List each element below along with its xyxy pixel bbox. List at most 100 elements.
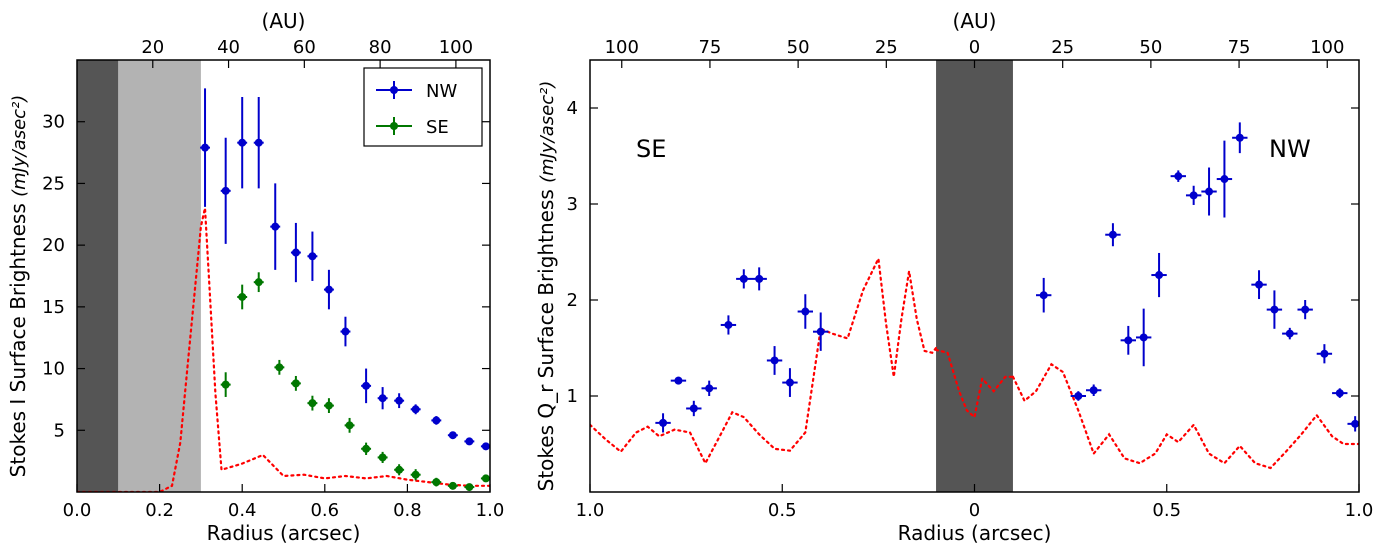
data-point	[689, 404, 698, 413]
data-point	[1205, 187, 1214, 196]
y-axis-label-text: Stokes I Surface Brightness	[6, 197, 30, 477]
data-point	[238, 138, 247, 147]
legend-label: SE	[426, 117, 449, 138]
top-tick-label: 75	[1228, 37, 1251, 58]
shaded-region	[118, 60, 201, 492]
top-tick-label: 100	[605, 37, 639, 58]
data-point	[1089, 386, 1098, 395]
data-point	[785, 378, 794, 387]
data-point	[1074, 392, 1083, 400]
top-tick-label: 50	[1139, 37, 1162, 58]
data-point	[801, 307, 810, 316]
y-tick-label: 25	[42, 173, 65, 194]
data-point	[221, 186, 230, 195]
data-point	[432, 478, 441, 487]
data-point	[275, 363, 284, 372]
legend-box	[363, 67, 483, 147]
data-point	[1155, 271, 1164, 280]
data-point	[324, 285, 333, 294]
data-point	[755, 274, 764, 283]
axes-frame	[76, 59, 491, 493]
data-point	[411, 405, 420, 414]
data-point	[395, 465, 404, 474]
data-point	[1301, 305, 1310, 314]
top-axis-label: (AU)	[953, 9, 997, 33]
top-tick-label: 50	[787, 37, 810, 58]
data-point	[362, 381, 371, 390]
x-tick-label: 0.4	[228, 500, 257, 521]
y-axis-label-text: Stokes Q_r Surface Brightness	[534, 183, 558, 492]
annotation-se: SE	[636, 135, 666, 163]
x-tick-label: 0.5	[1152, 500, 1181, 521]
data-point	[254, 138, 263, 147]
data-point	[1270, 305, 1279, 314]
y-tick-label: 15	[42, 297, 65, 318]
data-point	[362, 444, 371, 453]
legend-label: NW	[426, 81, 457, 102]
data-point	[705, 384, 714, 393]
data-point	[1174, 172, 1183, 181]
data-point	[378, 394, 387, 403]
x-tick-label: 1.0	[476, 500, 505, 521]
x-tick-label: 0.5	[768, 500, 797, 521]
x-axis-label: Radius (arcsec)	[207, 521, 361, 544]
data-point	[465, 483, 474, 492]
data-point	[432, 416, 441, 425]
y-tick-label: 5	[54, 420, 65, 441]
chart-stokes-qr: 1.0 0.5 0 0.5 1.0 1 2 3 4 100 75 50 25 0 25 50 75 100 (AU)…	[534, 9, 1373, 544]
data-point	[221, 380, 230, 389]
top-tick-label: 25	[1051, 37, 1074, 58]
data-point	[271, 222, 280, 231]
data-point	[1285, 329, 1294, 338]
y-tick-label: 20	[42, 235, 65, 256]
top-tick-label: 25	[875, 37, 898, 58]
top-tick-label: 100	[1310, 37, 1344, 58]
top-tick-label: 80	[369, 37, 392, 58]
top-tick-label: 100	[439, 37, 473, 58]
top-tick-label: 0	[969, 37, 980, 58]
data-point	[739, 274, 748, 283]
y-axis-label: Stokes I Surface Brightness (mJy/asec²)	[6, 95, 30, 478]
model-curve	[590, 254, 938, 466]
data-point	[448, 431, 457, 440]
model-curve	[77, 207, 490, 492]
y-tick-label: 4	[567, 98, 578, 119]
data-point	[341, 327, 350, 336]
top-tick-label: 40	[217, 37, 240, 58]
x-axis-label: Radius (arcsec)	[898, 521, 1052, 544]
y-tick-label: 2	[567, 290, 578, 311]
model-curve	[1011, 362, 1359, 470]
shaded-region	[936, 60, 1013, 492]
data-point	[254, 278, 263, 287]
x-tick-label: 0.6	[310, 500, 339, 521]
x-tick-label: 0	[969, 500, 980, 521]
data-point	[724, 320, 733, 329]
data-point	[201, 143, 210, 152]
data-point	[378, 453, 387, 462]
data-point	[291, 248, 300, 257]
top-tick-label: 75	[698, 37, 721, 58]
top-tick-label: 20	[141, 37, 164, 58]
x-tick-label: 0.8	[393, 500, 422, 521]
data-point	[1351, 419, 1359, 428]
x-tick-label: 1.0	[1345, 500, 1374, 521]
shaded-region	[77, 60, 119, 492]
y-axis-unit: (mJy/asec²)	[537, 81, 558, 183]
data-point	[308, 252, 317, 261]
y-axis-label: Stokes Q_r Surface Brightness (mJy/asec²…	[534, 81, 558, 492]
data-point	[674, 376, 683, 385]
data-point	[238, 292, 247, 301]
data-point	[1039, 291, 1048, 300]
data-point	[1220, 175, 1229, 184]
data-point	[324, 401, 333, 410]
data-point	[1189, 191, 1198, 200]
top-tick-label: 60	[293, 37, 316, 58]
data-point	[1139, 333, 1148, 342]
data-point	[1335, 389, 1344, 398]
data-point	[770, 356, 779, 365]
y-tick-label: 30	[42, 112, 65, 133]
x-tick-label: 0.0	[63, 500, 92, 521]
top-axis-label: (AU)	[262, 9, 306, 33]
data-point	[308, 399, 317, 408]
